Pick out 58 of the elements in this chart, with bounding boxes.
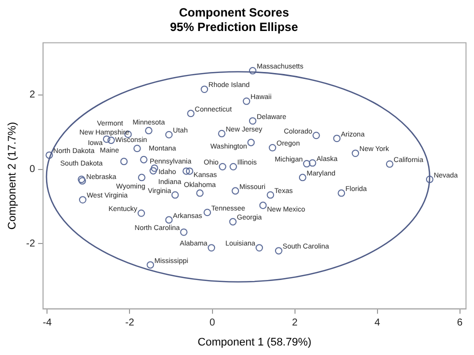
- y-axis-title: Component 2 (17.7%): [6, 122, 19, 230]
- point: [208, 244, 216, 252]
- point: [165, 216, 173, 224]
- x-axis-title: Component 1 (58.79%): [198, 336, 312, 348]
- point: [298, 174, 306, 182]
- point: [268, 144, 276, 152]
- point: [200, 86, 208, 94]
- point: [218, 130, 226, 138]
- point: [150, 167, 157, 174]
- x-tick-label: 2: [292, 318, 298, 329]
- y-tick-label: 2: [30, 90, 36, 101]
- point: [352, 150, 360, 157]
- x-tick-label: -4: [42, 318, 52, 329]
- point: [196, 189, 204, 197]
- point: [386, 160, 394, 168]
- point: [426, 176, 434, 184]
- x-tick-label: 0: [209, 318, 216, 329]
- point: [232, 187, 240, 195]
- point: [259, 202, 267, 210]
- point: [230, 162, 237, 170]
- point: [274, 247, 282, 254]
- y-tick-label: -2: [26, 238, 36, 250]
- point: [140, 156, 148, 164]
- point: [248, 67, 256, 74]
- point: [120, 158, 128, 166]
- x-tick-label: -2: [125, 318, 135, 329]
- point: [133, 144, 141, 152]
- point: [229, 218, 237, 226]
- point: [338, 189, 346, 197]
- point: [256, 244, 263, 252]
- chart-subtitle: 95% Prediction Ellipse: [170, 20, 298, 34]
- point: [165, 130, 173, 138]
- point: [266, 191, 274, 199]
- point: [138, 174, 146, 182]
- point: [145, 126, 152, 134]
- point: [146, 261, 154, 269]
- point: [171, 191, 179, 199]
- point: [107, 136, 115, 144]
- point: [138, 209, 145, 217]
- point: [312, 132, 320, 140]
- y-tick-label: 0: [30, 164, 36, 176]
- point: [204, 208, 212, 216]
- point: [333, 134, 341, 142]
- point: [182, 167, 190, 175]
- point: [186, 167, 194, 175]
- point: [303, 160, 310, 168]
- point: [79, 196, 86, 204]
- point: [218, 162, 226, 170]
- point: [242, 98, 250, 105]
- x-tick-label: 4: [374, 318, 381, 329]
- point: [187, 110, 194, 118]
- point: [248, 117, 256, 125]
- point: [247, 138, 255, 146]
- point: [46, 151, 53, 159]
- point: [180, 228, 188, 236]
- point: [308, 159, 316, 167]
- chart-title: Component Scores: [178, 6, 290, 20]
- x-tick-label: 6: [457, 318, 464, 329]
